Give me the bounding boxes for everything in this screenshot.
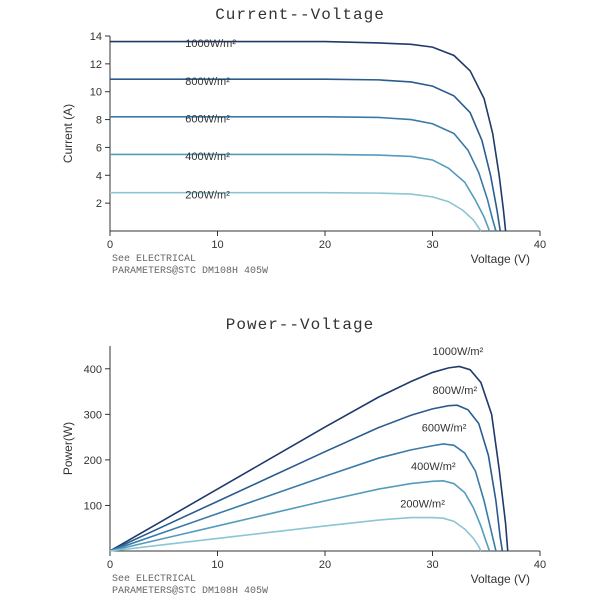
series-label: 1000W/m² — [433, 346, 484, 358]
svg-text:0: 0 — [107, 239, 113, 251]
svg-text:200: 200 — [84, 455, 102, 467]
series-line — [110, 518, 481, 551]
svg-text:Power(W): Power(W) — [61, 422, 75, 475]
iv-chart-title: Current--Voltage — [0, 6, 600, 24]
svg-text:40: 40 — [534, 239, 546, 251]
series-label: 600W/m² — [422, 423, 467, 435]
svg-text:4: 4 — [96, 170, 102, 182]
svg-text:12: 12 — [90, 59, 102, 71]
svg-text:30: 30 — [426, 239, 438, 251]
pv-chart-title: Power--Voltage — [0, 316, 600, 334]
series-label: 200W/m² — [185, 189, 230, 201]
series-line — [110, 193, 481, 231]
series-line — [110, 117, 496, 231]
series-label: 200W/m² — [400, 499, 445, 511]
svg-text:8: 8 — [96, 115, 102, 127]
series-label: 600W/m² — [185, 113, 230, 125]
svg-text:100: 100 — [84, 500, 102, 512]
series-label: 1000W/m² — [185, 38, 236, 50]
svg-text:Current (A): Current (A) — [61, 104, 75, 163]
series-label: 400W/m² — [185, 151, 230, 163]
svg-text:20: 20 — [319, 239, 331, 251]
series-line — [110, 481, 489, 551]
iv-chart: 0 10 20 30 40 2 4 6 8 10 12 14 Voltage (V) Current (A… — [0, 26, 600, 286]
pv-chart-container: Power--Voltage 0 10 20 30 40 100 200 300 400 Volt… — [0, 316, 600, 606]
svg-text:40: 40 — [534, 559, 546, 571]
svg-text:10: 10 — [211, 559, 223, 571]
svg-text:400: 400 — [84, 364, 102, 376]
chart-footnote: PARAMETERS@STC DM108H 405W — [112, 265, 268, 277]
svg-text:6: 6 — [96, 142, 102, 154]
svg-text:Voltage (V): Voltage (V) — [471, 252, 530, 266]
chart-footnote: PARAMETERS@STC DM108H 405W — [112, 585, 268, 597]
svg-text:14: 14 — [90, 31, 102, 43]
svg-text:Voltage (V): Voltage (V) — [471, 572, 530, 586]
svg-text:2: 2 — [96, 198, 102, 210]
svg-text:10: 10 — [90, 87, 102, 99]
svg-text:30: 30 — [426, 559, 438, 571]
series-label: 400W/m² — [411, 461, 456, 473]
pv-chart: 0 10 20 30 40 100 200 300 400 Voltage (V) Power(W)… — [0, 336, 600, 606]
iv-chart-container: Current--Voltage 0 10 20 30 40 2 4 6 8 10 12 14 Volt… — [0, 6, 600, 286]
series-line — [110, 42, 506, 231]
series-label: 800W/m² — [433, 385, 478, 397]
svg-text:0: 0 — [107, 559, 113, 571]
series-label: 800W/m² — [185, 76, 230, 88]
chart-footnote: See ELECTRICAL — [112, 254, 196, 265]
svg-text:10: 10 — [211, 239, 223, 251]
chart-footnote: See ELECTRICAL — [112, 574, 196, 585]
svg-text:300: 300 — [84, 409, 102, 421]
svg-text:20: 20 — [319, 559, 331, 571]
